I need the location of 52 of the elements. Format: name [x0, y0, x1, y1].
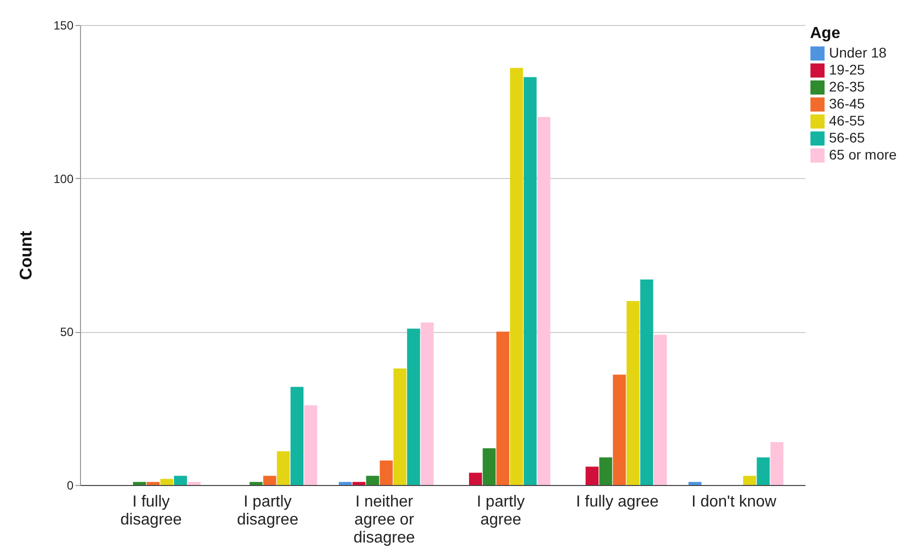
legend-label: 36-45: [829, 96, 866, 112]
bar: [380, 460, 393, 485]
bar: [599, 457, 612, 485]
x-tick-label: I fully disagree: [120, 494, 182, 528]
bar: [626, 301, 640, 485]
bar: [756, 457, 770, 485]
legend-label: 56-65: [829, 130, 866, 146]
bar: [366, 476, 380, 485]
bar: [640, 280, 654, 485]
bar: [188, 482, 201, 485]
bar: [160, 478, 174, 485]
bar: [469, 472, 482, 485]
bar: [352, 482, 366, 485]
x-tick-label: I fully agree: [576, 494, 659, 510]
y-axis-title: Count: [16, 230, 36, 280]
bar: [586, 466, 599, 485]
bar: [290, 386, 304, 485]
legend-label: Under 18: [829, 44, 887, 60]
bar: [743, 476, 756, 485]
bar: [510, 68, 523, 485]
legend-label: 65 or more: [829, 146, 897, 162]
bar: [263, 476, 276, 485]
bar: [393, 368, 406, 485]
x-tick-label: I neither agree or disagree: [354, 494, 416, 546]
x-tick-label: I partly agree: [476, 494, 525, 528]
bar: [407, 328, 420, 485]
bar: [654, 334, 667, 485]
bar: [612, 374, 626, 485]
legend-title: Age: [810, 25, 840, 42]
bar: [174, 476, 187, 485]
bar: [276, 451, 290, 485]
y-tick-label: 100: [53, 172, 74, 186]
x-tick-label: I partly disagree: [236, 494, 298, 528]
bar: [133, 482, 146, 485]
bar: [524, 77, 537, 485]
y-tick-label: 150: [53, 18, 74, 32]
bar: [146, 482, 160, 485]
legend-label: 26-35: [829, 78, 866, 94]
bar: [420, 322, 434, 485]
bar: [250, 482, 263, 485]
y-tick-label: 50: [60, 325, 74, 340]
y-tick-label: 0: [66, 478, 74, 492]
bar: [688, 482, 702, 485]
x-tick-label: I don't know: [691, 494, 777, 510]
bar: [496, 332, 510, 485]
bar: [304, 405, 318, 485]
bar: [338, 482, 352, 485]
bar: [537, 117, 550, 485]
bar: [482, 448, 496, 485]
legend-label: 19-25: [829, 62, 866, 78]
legend-label: 46-55: [829, 112, 866, 128]
bar: [770, 442, 784, 485]
